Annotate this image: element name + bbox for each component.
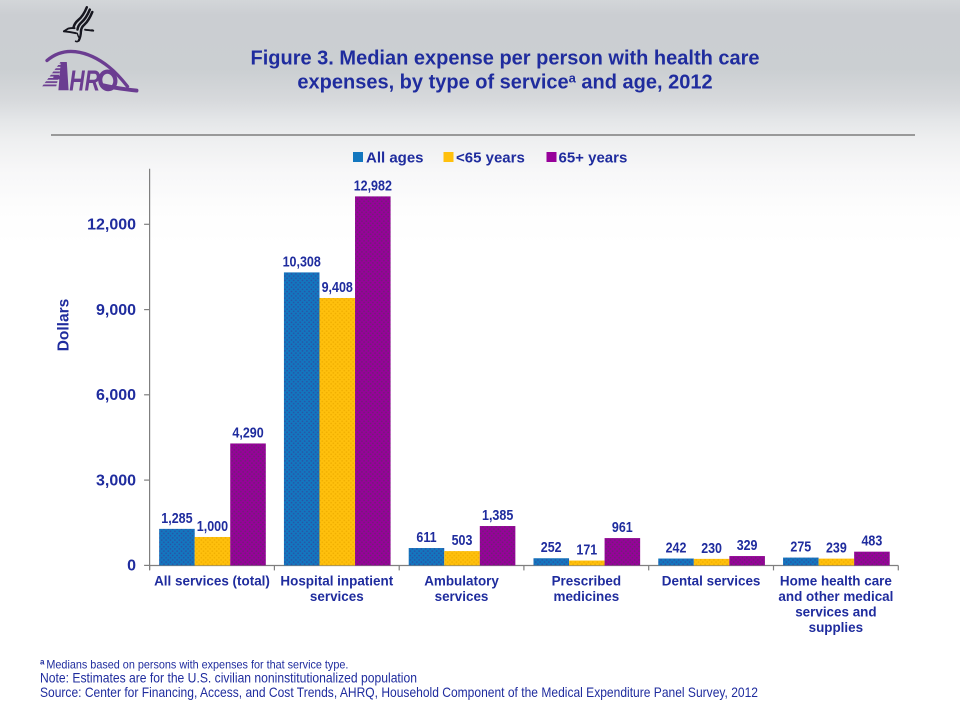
svg-text:239: 239 — [826, 541, 847, 557]
svg-text:Ambulatory: Ambulatory — [424, 573, 499, 589]
svg-text:Dollars: Dollars — [56, 299, 73, 352]
svg-text:10,308: 10,308 — [283, 254, 321, 270]
svg-text:6,000: 6,000 — [96, 387, 136, 404]
svg-text:611: 611 — [416, 530, 436, 546]
svg-text:3,000: 3,000 — [96, 472, 136, 489]
svg-text:1,000: 1,000 — [197, 519, 228, 535]
svg-text:329: 329 — [737, 538, 758, 554]
svg-text:0: 0 — [127, 558, 136, 575]
svg-text:a: a — [40, 658, 45, 667]
svg-text:9,000: 9,000 — [96, 302, 136, 319]
svg-text:961: 961 — [612, 520, 633, 536]
svg-text:65+ years: 65+ years — [559, 149, 628, 166]
svg-text:Medians based on persons with: Medians based on persons with expenses f… — [46, 658, 348, 672]
svg-text:Note: Estimates are for the U.: Note: Estimates are for the U.S. civilia… — [40, 671, 417, 686]
svg-text:services and: services and — [795, 604, 876, 620]
svg-text:4,290: 4,290 — [232, 426, 263, 442]
svg-text:Source: Center for Financing,: Source: Center for Financing, Access, an… — [40, 685, 758, 700]
svg-text:275: 275 — [790, 540, 811, 556]
svg-text:242: 242 — [666, 541, 687, 557]
svg-text:All ages: All ages — [366, 149, 424, 166]
svg-text:483: 483 — [862, 534, 883, 550]
svg-text:1,385: 1,385 — [482, 508, 513, 524]
svg-text:12,000: 12,000 — [87, 217, 136, 234]
svg-text:<65 years: <65 years — [456, 149, 525, 166]
svg-text:and other medical: and other medical — [778, 588, 893, 604]
svg-text:services: services — [435, 588, 489, 604]
svg-text:Home health care: Home health care — [780, 573, 892, 589]
svg-text:230: 230 — [701, 541, 722, 557]
svg-text:252: 252 — [541, 540, 562, 556]
svg-text:medicines: medicines — [554, 588, 620, 604]
svg-text:All services (total): All services (total) — [154, 573, 270, 589]
svg-text:Hospital inpatient: Hospital inpatient — [280, 573, 393, 589]
svg-text:171: 171 — [576, 543, 597, 559]
svg-text:HR: HR — [69, 64, 100, 96]
svg-text:9,408: 9,408 — [322, 280, 353, 296]
svg-text:expenses, by type of servicea: expenses, by type of servicea and age, 2… — [297, 71, 712, 94]
svg-text:1,285: 1,285 — [161, 511, 192, 527]
svg-text:12,982: 12,982 — [354, 178, 392, 194]
svg-text:Figure 3. Median expense per p: Figure 3. Median expense per person with… — [251, 47, 760, 69]
svg-text:503: 503 — [452, 533, 473, 549]
svg-text:Dental services: Dental services — [662, 573, 761, 589]
svg-text:services: services — [310, 588, 364, 604]
svg-text:Prescribed: Prescribed — [552, 573, 622, 589]
svg-text:supplies: supplies — [809, 619, 864, 635]
